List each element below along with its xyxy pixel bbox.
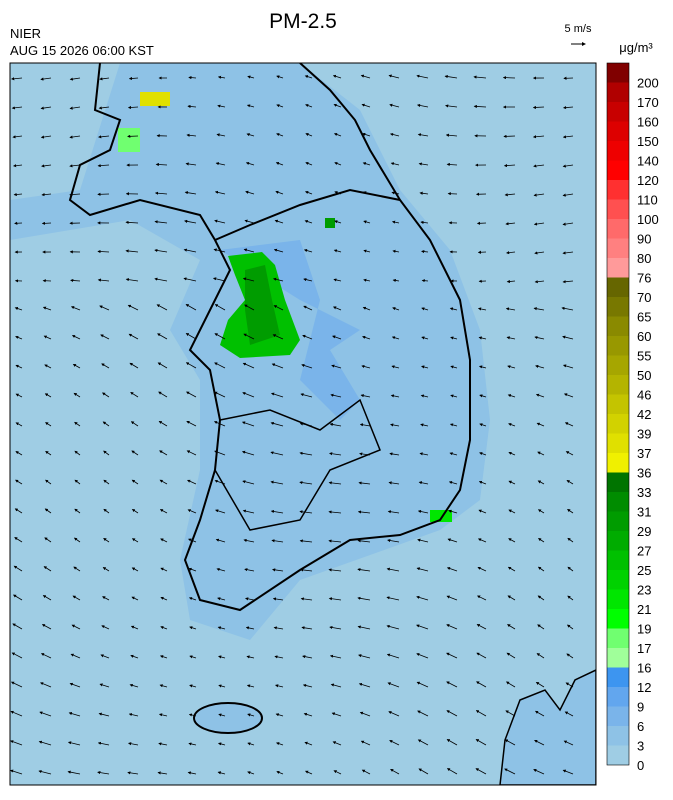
colorbar-label: 29 bbox=[637, 524, 651, 539]
colorbar-label: 70 bbox=[637, 290, 651, 305]
colorbar-label: 80 bbox=[637, 251, 651, 266]
colorbar-label: 23 bbox=[637, 583, 651, 598]
color-swatch bbox=[607, 668, 629, 688]
color-swatch bbox=[607, 375, 629, 395]
colorbar-label: 150 bbox=[637, 134, 659, 149]
color-swatch bbox=[607, 473, 629, 493]
color-swatch bbox=[607, 414, 629, 434]
colorbar-label: 140 bbox=[637, 154, 659, 169]
pollution-spot bbox=[140, 92, 170, 106]
color-swatch bbox=[607, 453, 629, 473]
colorbar-label: 39 bbox=[637, 427, 651, 442]
colorbar-label: 76 bbox=[637, 271, 651, 286]
colorbar-label: 9 bbox=[637, 700, 644, 715]
color-swatch bbox=[607, 83, 629, 103]
color-swatch bbox=[607, 629, 629, 649]
colorbar: 0369121617192123252729313336373942465055… bbox=[607, 63, 659, 773]
color-swatch bbox=[607, 122, 629, 142]
colorbar-label: 110 bbox=[637, 193, 658, 208]
colorbar-label: 100 bbox=[637, 212, 659, 227]
agency: NIER bbox=[10, 26, 41, 41]
pollution-spot bbox=[118, 128, 140, 152]
colorbar-label: 60 bbox=[637, 329, 651, 344]
jeju bbox=[194, 703, 262, 733]
color-swatch bbox=[607, 512, 629, 532]
colorbar-label: 37 bbox=[637, 446, 651, 461]
color-swatch bbox=[607, 707, 629, 727]
colorbar-label: 3 bbox=[637, 739, 644, 754]
color-swatch bbox=[607, 258, 629, 278]
color-swatch bbox=[607, 395, 629, 415]
color-swatch bbox=[607, 297, 629, 317]
color-swatch bbox=[607, 726, 629, 746]
legend-unit: μg/m³ bbox=[619, 40, 653, 55]
color-swatch bbox=[607, 219, 629, 239]
color-swatch bbox=[607, 161, 629, 181]
colorbar-label: 46 bbox=[637, 388, 651, 403]
colorbar-label: 21 bbox=[637, 602, 651, 617]
colorbar-label: 55 bbox=[637, 349, 651, 364]
colorbar-label: 200 bbox=[637, 76, 659, 91]
color-swatch bbox=[607, 551, 629, 571]
color-swatch bbox=[607, 687, 629, 707]
colorbar-label: 90 bbox=[637, 232, 651, 247]
color-swatch bbox=[607, 278, 629, 298]
colorbar-label: 12 bbox=[637, 680, 651, 695]
color-swatch bbox=[607, 102, 629, 122]
title: PM-2.5 bbox=[269, 10, 337, 33]
colorbar-label: 0 bbox=[637, 758, 644, 773]
color-swatch bbox=[607, 434, 629, 454]
wind-arrow bbox=[534, 107, 544, 108]
color-swatch bbox=[607, 746, 629, 766]
color-swatch bbox=[607, 492, 629, 512]
color-swatch bbox=[607, 336, 629, 356]
color-swatch bbox=[607, 200, 629, 220]
colorbar-label: 36 bbox=[637, 466, 651, 481]
color-swatch bbox=[607, 590, 629, 610]
colorbar-label: 33 bbox=[637, 485, 651, 500]
color-swatch bbox=[607, 141, 629, 161]
color-swatch bbox=[607, 239, 629, 259]
colorbar-label: 6 bbox=[637, 719, 644, 734]
color-swatch bbox=[607, 356, 629, 376]
colorbar-label: 65 bbox=[637, 310, 651, 325]
colorbar-label: 16 bbox=[637, 661, 651, 676]
colorbar-label: 50 bbox=[637, 368, 651, 383]
colorbar-label: 42 bbox=[637, 407, 651, 422]
colorbar-label: 120 bbox=[637, 173, 659, 188]
colorbar-label: 160 bbox=[637, 115, 659, 130]
color-swatch bbox=[607, 63, 629, 83]
colorbar-label: 27 bbox=[637, 544, 651, 559]
color-swatch bbox=[607, 609, 629, 629]
colorbar-label: 170 bbox=[637, 95, 659, 110]
colorbar-label: 17 bbox=[637, 641, 651, 656]
colorbar-label: 25 bbox=[637, 563, 651, 578]
color-swatch bbox=[607, 570, 629, 590]
color-swatch bbox=[607, 531, 629, 551]
colorbar-label: 19 bbox=[637, 622, 651, 637]
color-swatch bbox=[607, 180, 629, 200]
datetime: AUG 15 2026 06:00 KST bbox=[10, 43, 154, 58]
color-swatch bbox=[607, 648, 629, 668]
pollution-spot bbox=[325, 218, 335, 228]
map bbox=[10, 63, 596, 785]
color-swatch bbox=[607, 317, 629, 337]
colorbar-label: 31 bbox=[637, 505, 651, 520]
wind-scale-label: 5 m/s bbox=[565, 23, 592, 35]
